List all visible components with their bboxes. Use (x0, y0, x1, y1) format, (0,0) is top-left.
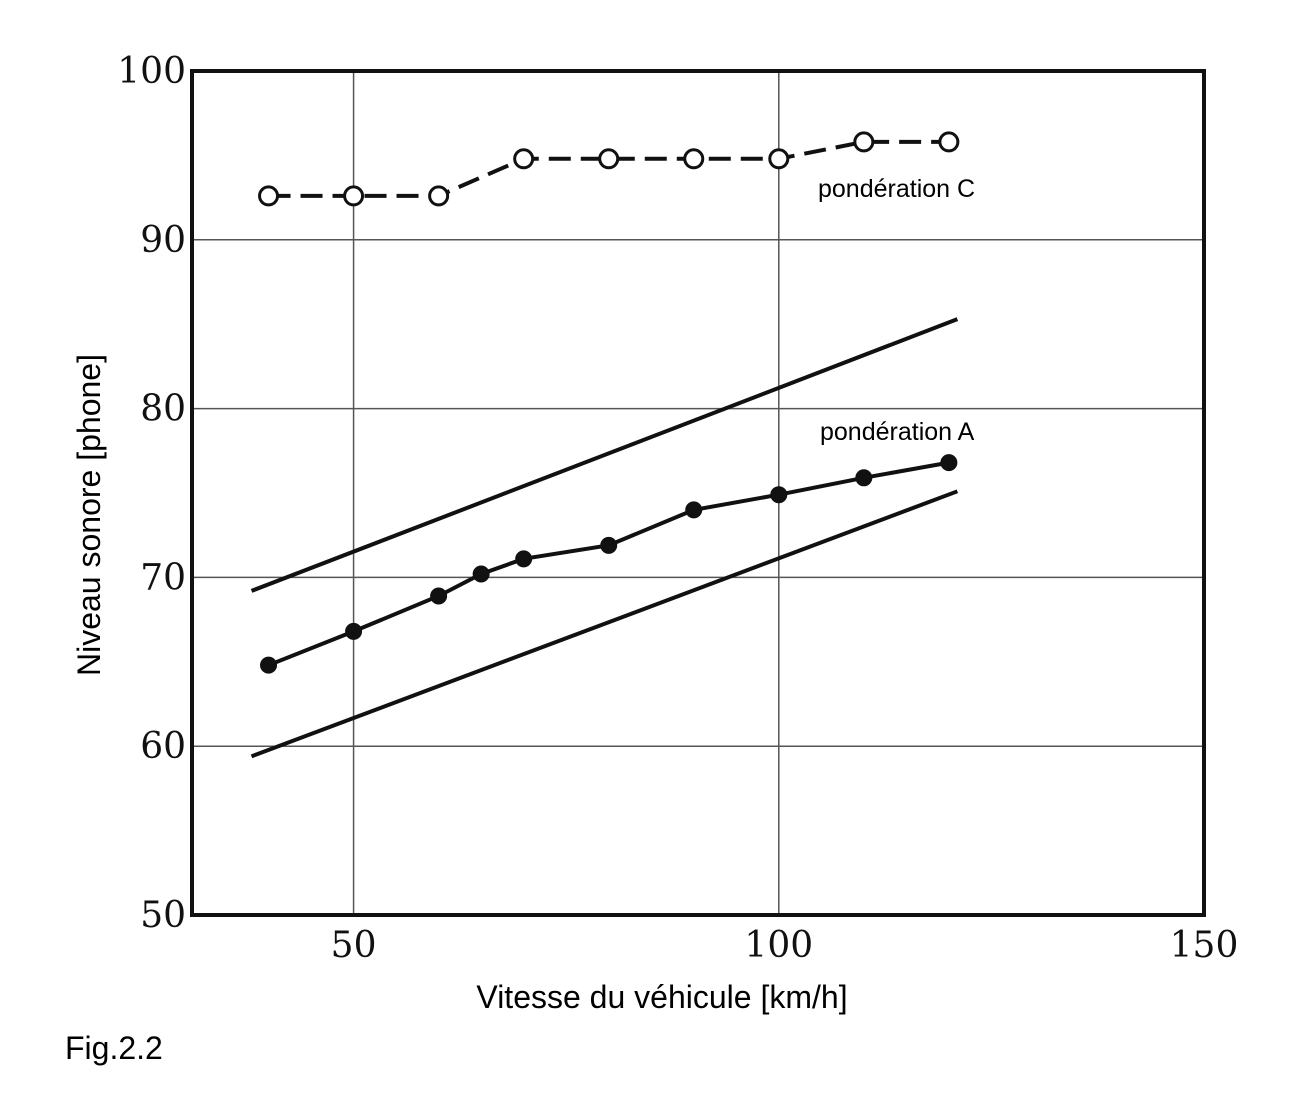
series-2-point (345, 622, 363, 640)
series-label-1: pondération C (818, 175, 975, 203)
series-1-point (853, 131, 875, 153)
y-axis-title: Niveau sonore [phone] (71, 354, 107, 676)
series-1-point (428, 185, 450, 207)
series-2-point (472, 565, 490, 583)
y-tick-label: 70 (140, 557, 186, 598)
plot-frame (190, 69, 1206, 917)
series-1-point (258, 185, 280, 207)
series-1-point (768, 148, 790, 170)
series-label-2: pondération A (820, 418, 975, 446)
series-2-point (855, 469, 873, 487)
series-2-point (940, 454, 958, 472)
y-tick-label: 60 (140, 726, 186, 767)
series-2-point (260, 656, 278, 674)
lower-bound-line (250, 489, 959, 759)
x-tick-label: 150 (1170, 925, 1239, 966)
series-line-2 (267, 460, 950, 668)
series-2-point (430, 587, 448, 605)
series-line-1 (268, 139, 949, 198)
series-1-point (513, 148, 535, 170)
y-tick-label: 80 (140, 389, 186, 430)
series (258, 131, 960, 674)
series-1-point (683, 148, 705, 170)
series-2-point (770, 486, 788, 504)
y-tick-label: 50 (140, 895, 186, 936)
figure-caption: Fig.2.2 (65, 1030, 163, 1066)
x-tick-label: 100 (744, 925, 813, 966)
series-1-point (343, 185, 365, 207)
x-tick-label: 50 (331, 925, 377, 966)
series-2-point (685, 501, 703, 519)
series-1-point (938, 131, 960, 153)
tick-labels: 50 100 150 50 60 70 80 90 100 (117, 51, 1238, 966)
series-2-point (600, 536, 618, 554)
y-tick-label: 90 (140, 220, 186, 261)
upper-bound-line (250, 317, 959, 593)
bounds (250, 317, 959, 759)
series-1-point (598, 148, 620, 170)
x-axis-title: Vitesse du véhicule [km/h] (476, 979, 847, 1015)
series-labels: pondération C pondération A (818, 175, 975, 446)
series-2-point (515, 550, 533, 568)
y-tick-label: 100 (117, 51, 186, 92)
grid (192, 71, 1204, 915)
